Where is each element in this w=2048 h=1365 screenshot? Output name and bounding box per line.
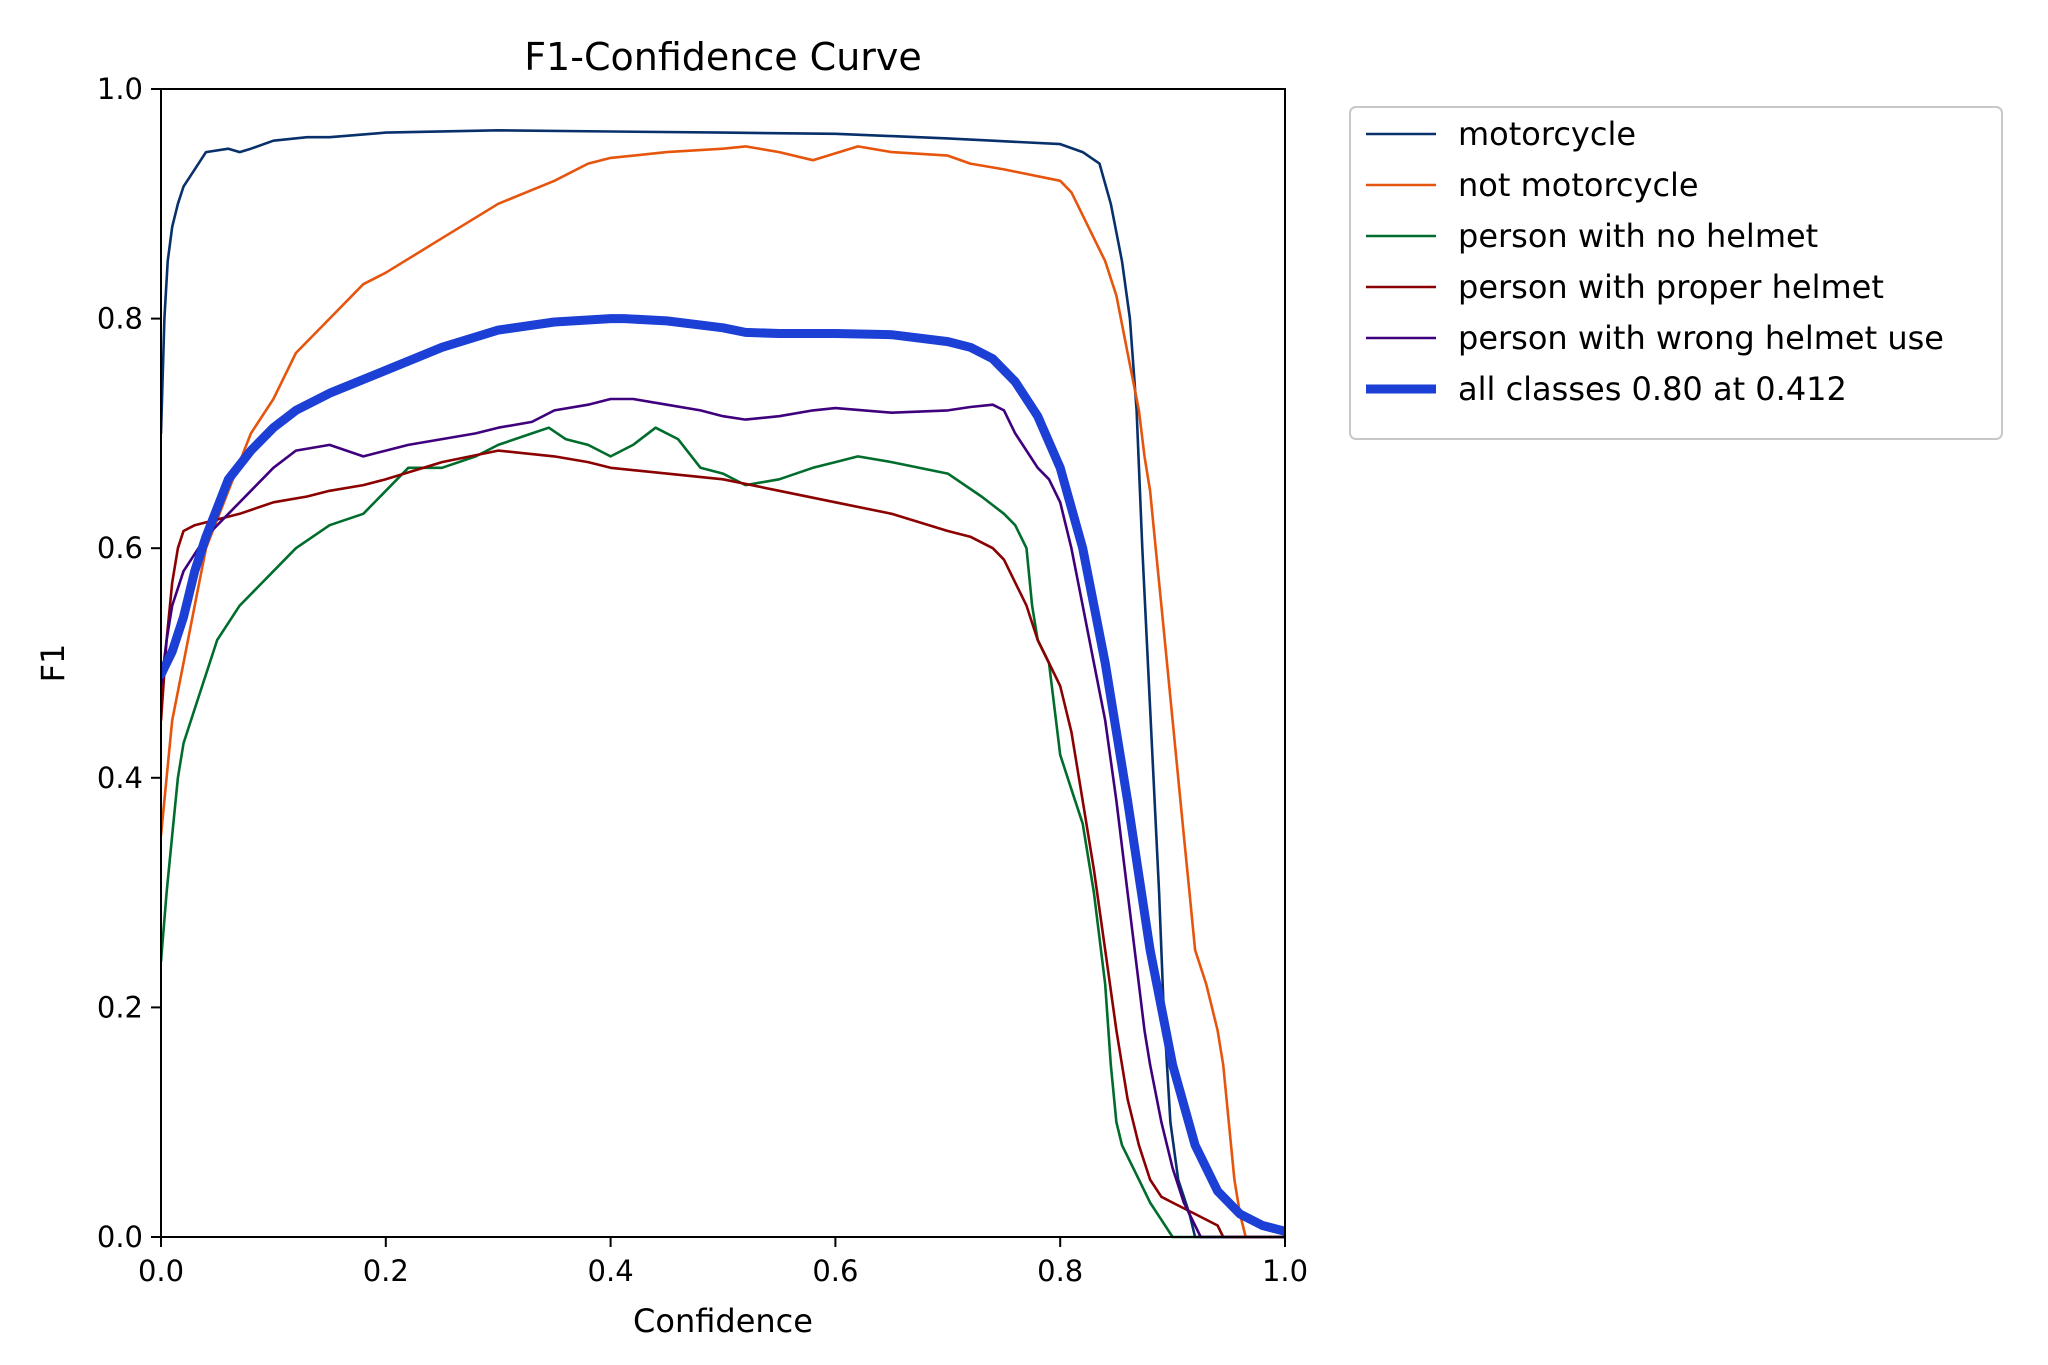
- y-axis: 0.0 0.2 0.4 0.6 0.8 1.0: [97, 72, 161, 1254]
- legend-label: all classes 0.80 at 0.412: [1458, 370, 1847, 408]
- x-tick-label: 0.8: [1037, 1254, 1083, 1288]
- y-tick-label: 0.6: [97, 531, 143, 565]
- y-tick-label: 0.8: [97, 302, 143, 336]
- legend-label: person with no helmet: [1458, 217, 1818, 255]
- y-tick-label: 0.2: [97, 990, 143, 1024]
- series-line-not-motorcycle: [161, 145, 1285, 1239]
- x-axis: 0.0 0.2 0.4 0.6 0.8 1.0: [138, 1237, 1308, 1288]
- x-tick-label: 0.4: [588, 1254, 634, 1288]
- x-tick-label: 1.0: [1262, 1254, 1308, 1288]
- y-tick-label: 1.0: [97, 72, 143, 106]
- legend-label: not motorcycle: [1458, 166, 1699, 204]
- chart-title: F1-Confidence Curve: [524, 35, 922, 79]
- plot-frame: [160, 88, 1286, 1238]
- legend-label: person with wrong helmet use: [1458, 319, 1944, 357]
- x-tick-label: 0.2: [363, 1254, 409, 1288]
- y-tick-label: 0.0: [97, 1220, 143, 1254]
- legend-label: motorcycle: [1458, 115, 1636, 153]
- series-line-person-with-wrong-helmet-use: [161, 397, 1285, 1239]
- series-line-person-with-proper-helmet: [161, 449, 1285, 1239]
- legend-frame: [1349, 106, 2003, 440]
- plot-lines: [161, 129, 1285, 1239]
- x-tick-label: 0.6: [812, 1254, 858, 1288]
- series-line-all-classes-0-80-at-0-412: [161, 314, 1285, 1236]
- series-line-motorcycle: [161, 129, 1285, 1239]
- x-tick-label: 0.0: [138, 1254, 184, 1288]
- legend-label: person with proper helmet: [1458, 268, 1884, 306]
- y-axis-label: F1: [34, 644, 72, 683]
- y-tick-label: 0.4: [97, 761, 143, 795]
- legend: motorcycle not motorcycle person with no h…: [1349, 106, 2003, 440]
- x-axis-label: Confidence: [633, 1302, 813, 1340]
